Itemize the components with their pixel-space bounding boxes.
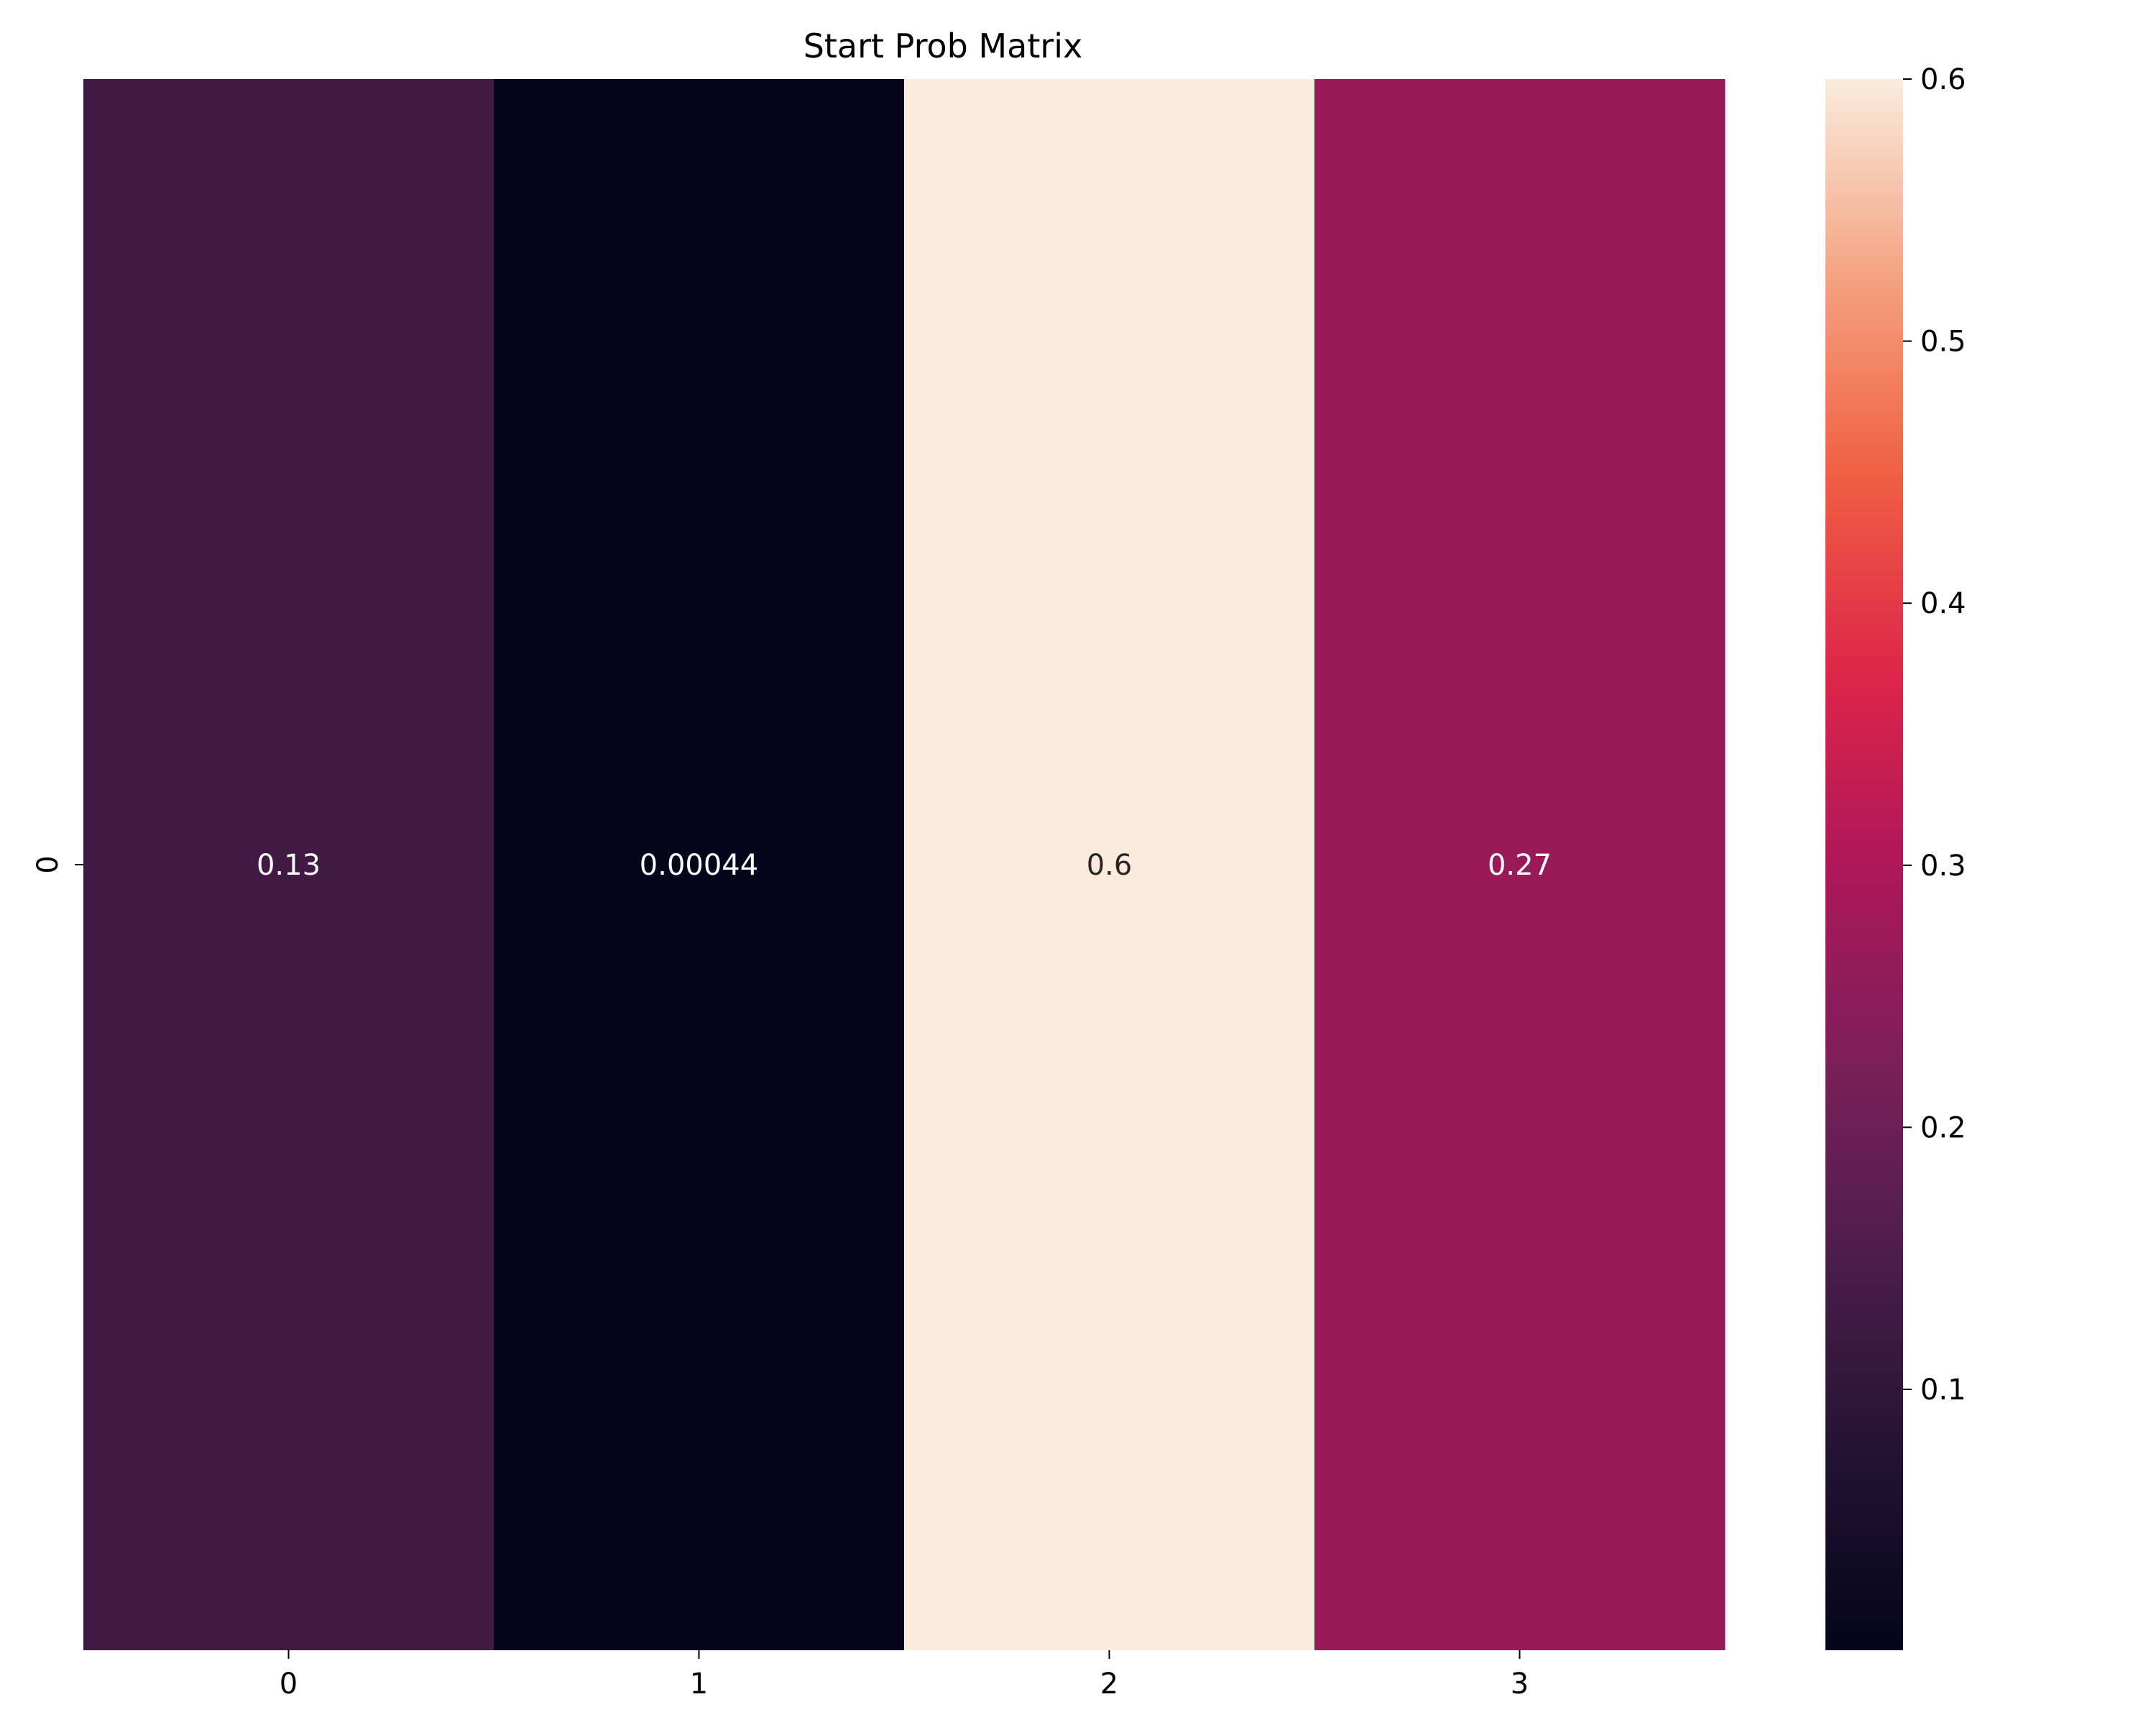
y-axis: 0 bbox=[32, 855, 83, 874]
colorbar-gradient bbox=[1825, 79, 1903, 1650]
colorbar-tick-label: 0.4 bbox=[1920, 587, 1966, 620]
cell-annotation: 0.6 bbox=[1087, 849, 1133, 882]
colorbar-tick-label: 0.6 bbox=[1920, 63, 1966, 96]
colorbar-ticks: 0.1 0.2 0.3 0.4 0.5 0.6 bbox=[1903, 63, 1966, 1407]
cell-annotation: 0.27 bbox=[1488, 849, 1552, 882]
heatmap-cell bbox=[83, 79, 494, 1650]
cell-annotations: 0.13 0.00044 0.6 0.27 bbox=[257, 849, 1552, 882]
colorbar-tick-label: 0.2 bbox=[1920, 1111, 1966, 1144]
x-tick-label: 3 bbox=[1511, 1668, 1529, 1701]
x-axis: 0 1 2 3 bbox=[280, 1650, 1529, 1701]
x-tick-label: 2 bbox=[1100, 1668, 1118, 1701]
heatmap-cell bbox=[494, 79, 905, 1650]
heatmap-cells bbox=[83, 79, 1726, 1650]
colorbar-tick-label: 0.3 bbox=[1920, 850, 1966, 883]
y-tick-label: 0 bbox=[32, 855, 65, 873]
chart-title: Start Prob Matrix bbox=[803, 27, 1083, 65]
colorbar: 0.1 0.2 0.3 0.4 0.5 0.6 bbox=[1825, 63, 1966, 1650]
heatmap-cell bbox=[904, 79, 1315, 1650]
colorbar-tick-label: 0.5 bbox=[1920, 326, 1966, 359]
cell-annotation: 0.00044 bbox=[640, 849, 758, 882]
x-tick-label: 0 bbox=[280, 1668, 298, 1701]
heatmap-cell bbox=[1314, 79, 1726, 1650]
x-tick-label: 1 bbox=[690, 1668, 708, 1701]
cell-annotation: 0.13 bbox=[257, 849, 321, 882]
colorbar-tick-label: 0.1 bbox=[1920, 1374, 1966, 1407]
